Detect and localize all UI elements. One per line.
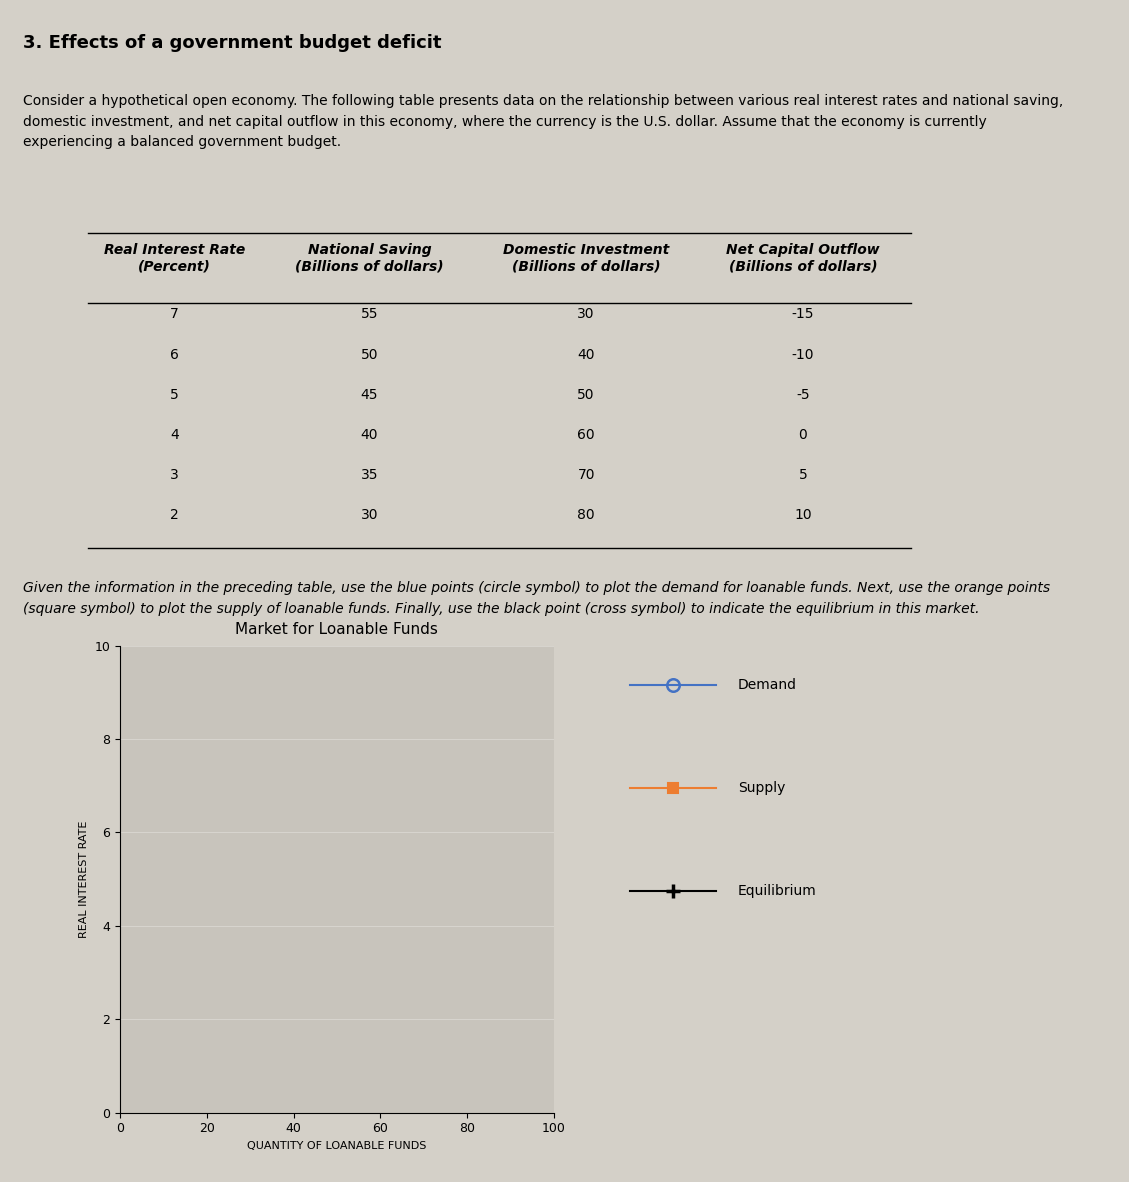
Text: 35: 35 — [360, 468, 378, 482]
Text: 50: 50 — [360, 348, 378, 362]
Text: 80: 80 — [577, 508, 595, 522]
Title: Market for Loanable Funds: Market for Loanable Funds — [236, 623, 438, 637]
Text: Net Capital Outflow
(Billions of dollars): Net Capital Outflow (Billions of dollars… — [726, 243, 879, 273]
Text: Supply: Supply — [738, 781, 786, 795]
Text: Demand: Demand — [738, 678, 797, 693]
Text: 70: 70 — [577, 468, 595, 482]
Text: Equilibrium: Equilibrium — [738, 884, 816, 897]
Text: 55: 55 — [360, 307, 378, 322]
Text: 50: 50 — [577, 388, 595, 402]
Text: -10: -10 — [791, 348, 814, 362]
Text: 5: 5 — [170, 388, 178, 402]
Text: Consider a hypothetical open economy. The following table presents data on the r: Consider a hypothetical open economy. Th… — [23, 95, 1062, 149]
Text: 6: 6 — [169, 348, 178, 362]
Text: 60: 60 — [577, 428, 595, 442]
Text: 5: 5 — [798, 468, 807, 482]
Text: 7: 7 — [170, 307, 178, 322]
Text: Given the information in the preceding table, use the blue points (circle symbol: Given the information in the preceding t… — [23, 582, 1050, 616]
Text: 3: 3 — [170, 468, 178, 482]
Text: -5: -5 — [796, 388, 809, 402]
Text: -15: -15 — [791, 307, 814, 322]
Text: 40: 40 — [360, 428, 378, 442]
Text: 4: 4 — [170, 428, 178, 442]
Text: Real Interest Rate
(Percent): Real Interest Rate (Percent) — [104, 243, 245, 273]
Text: 40: 40 — [577, 348, 595, 362]
Text: 45: 45 — [360, 388, 378, 402]
Text: 30: 30 — [577, 307, 595, 322]
Text: 2: 2 — [170, 508, 178, 522]
Text: Domestic Investment
(Billions of dollars): Domestic Investment (Billions of dollars… — [504, 243, 669, 273]
Text: National Saving
(Billions of dollars): National Saving (Billions of dollars) — [295, 243, 444, 273]
Y-axis label: REAL INTEREST RATE: REAL INTEREST RATE — [79, 820, 89, 937]
Text: 30: 30 — [360, 508, 378, 522]
X-axis label: QUANTITY OF LOANABLE FUNDS: QUANTITY OF LOANABLE FUNDS — [247, 1141, 427, 1151]
Text: 3. Effects of a government budget deficit: 3. Effects of a government budget defici… — [23, 34, 441, 52]
Text: 10: 10 — [794, 508, 812, 522]
Text: 0: 0 — [798, 428, 807, 442]
